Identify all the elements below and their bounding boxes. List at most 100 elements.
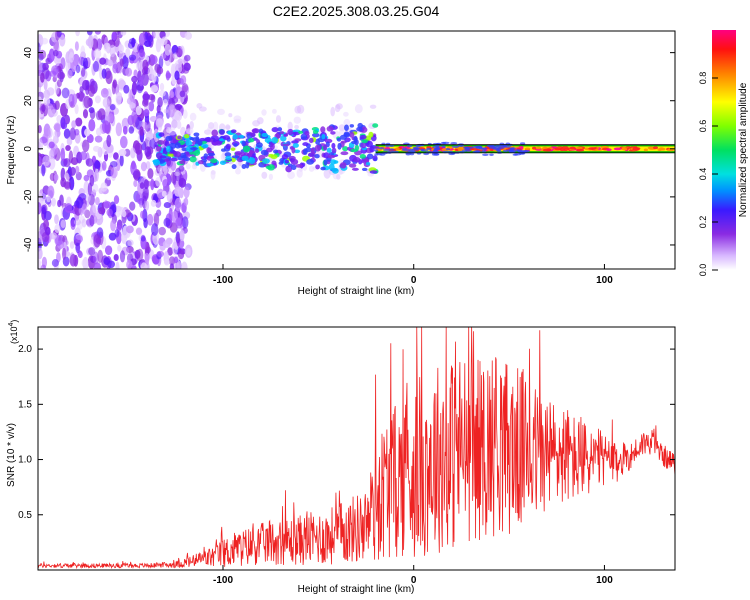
- noise-mark: [54, 214, 59, 225]
- signal-fringe-mark: [420, 149, 429, 152]
- signal-fringe-mark: [476, 146, 483, 149]
- band-mark: [359, 154, 366, 159]
- noise-mark: [75, 242, 81, 254]
- noise-mark: [160, 53, 167, 60]
- noise-mark: [150, 199, 157, 207]
- halo-mark: [233, 115, 242, 122]
- band-mark: [197, 160, 204, 165]
- halo-mark: [169, 104, 176, 111]
- noise-mark: [53, 130, 58, 142]
- noise-mark: [43, 128, 51, 139]
- band-mark: [254, 148, 260, 153]
- noise-mark: [82, 79, 90, 91]
- band-mark: [165, 135, 173, 142]
- noise-mark: [142, 93, 150, 101]
- noise-mark: [161, 190, 167, 197]
- band-mark: [225, 155, 232, 160]
- band-mark: [204, 137, 211, 142]
- noise-mark: [140, 210, 145, 219]
- noise-mark: [138, 32, 146, 46]
- noise-mark: [122, 125, 128, 135]
- band-mark: [265, 165, 272, 170]
- noise-mark: [140, 161, 147, 172]
- signal-fringe-mark: [465, 146, 473, 150]
- noise-mark: [92, 145, 101, 152]
- halo-mark: [330, 106, 336, 117]
- noise-mark: [87, 35, 94, 49]
- noise-mark: [107, 113, 114, 123]
- band-mark: [249, 150, 256, 154]
- noise-mark: [88, 118, 96, 132]
- noise-mark: [127, 41, 135, 49]
- halo-mark: [165, 168, 173, 174]
- band-mark: [248, 157, 256, 165]
- noise-mark: [135, 227, 143, 235]
- noise-mark: [119, 135, 128, 149]
- noise-mark: [121, 117, 130, 130]
- noise-mark: [143, 109, 150, 117]
- band-mark: [292, 143, 299, 148]
- signal-fringe-mark: [451, 145, 459, 149]
- noise-mark: [69, 166, 76, 176]
- signal-fringe-mark: [445, 148, 450, 151]
- noise-mark: [82, 57, 89, 70]
- spectrogram-frame: [37, 30, 676, 270]
- band-mark: [326, 147, 332, 153]
- noise-mark: [115, 122, 122, 137]
- band-mark: [269, 143, 275, 151]
- noise-mark: [51, 197, 56, 207]
- noise-mark: [75, 117, 83, 127]
- band-mark: [211, 129, 219, 137]
- band-mark: [325, 141, 330, 148]
- scale-factor: (x104): [8, 320, 19, 344]
- noise-mark: [115, 92, 122, 106]
- band-mark: [372, 123, 379, 128]
- noise-mark: [148, 101, 155, 112]
- noise-mark: [60, 117, 66, 129]
- signal-fringe-mark: [426, 147, 432, 151]
- band-mark: [348, 163, 357, 168]
- signal-mark: [576, 148, 585, 152]
- signal-fringe-mark: [440, 141, 447, 145]
- band-mark: [165, 145, 171, 153]
- noise-mark: [103, 201, 112, 209]
- signal-fringe-mark: [411, 148, 419, 151]
- noise-mark: [92, 251, 99, 265]
- band-mark: [248, 138, 255, 143]
- signal-fringe-mark: [374, 149, 379, 152]
- noise-mark: [155, 38, 162, 53]
- noise-mark: [131, 75, 138, 83]
- noise-mark: [38, 125, 42, 134]
- colorbar-tick-label: 0.0: [698, 264, 708, 277]
- noise-mark: [159, 90, 166, 97]
- band-mark: [302, 148, 308, 155]
- noise-mark: [145, 161, 151, 170]
- halo-mark: [287, 171, 296, 180]
- noise-mark: [42, 155, 51, 167]
- noise-mark: [69, 241, 75, 249]
- band-mark: [284, 159, 290, 164]
- signal-fringe-mark: [389, 148, 395, 151]
- noise-mark: [174, 186, 182, 197]
- bottom-xtick-label: -100: [213, 575, 233, 586]
- band-mark: [249, 132, 256, 137]
- band-mark: [323, 159, 328, 166]
- signal-fringe-mark: [495, 144, 502, 148]
- noise-mark: [50, 109, 58, 117]
- noise-mark: [71, 120, 77, 129]
- halo-mark: [308, 165, 315, 172]
- noise-mark: [59, 194, 64, 206]
- noise-mark: [162, 240, 171, 248]
- noise-mark: [112, 63, 119, 74]
- signal-fringe-mark: [372, 146, 379, 149]
- band-mark: [285, 165, 293, 173]
- band-mark: [241, 164, 247, 169]
- noise-mark: [121, 210, 127, 218]
- halo-mark: [186, 127, 194, 135]
- snr-panel: 0.5 1.0 1.5 2.0 -100 0 100 Height of straight…: [6, 320, 676, 595]
- noise-mark: [181, 216, 189, 229]
- noise-mark: [171, 241, 179, 255]
- noise-mark: [142, 99, 149, 107]
- band-mark: [189, 156, 197, 163]
- noise-mark: [39, 193, 47, 202]
